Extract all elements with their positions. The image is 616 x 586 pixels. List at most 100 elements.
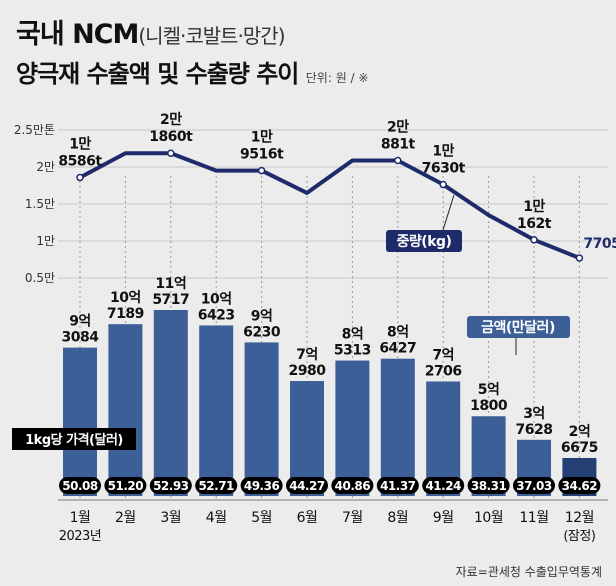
bar-value-label-top: 5억 [478, 382, 500, 398]
x-tick-label: 7월 [342, 510, 363, 526]
bar-value-label-bottom: 2980 [289, 363, 327, 379]
weight-legend-box [386, 230, 462, 252]
price-pill [422, 477, 465, 494]
price-label: 41.24 [425, 479, 461, 493]
weight-legend-leader [442, 194, 455, 231]
bar [290, 381, 324, 496]
price-pill [331, 477, 374, 494]
price-label: 37.03 [516, 479, 552, 493]
x-tick-label: 12월 [565, 510, 594, 526]
bar-value-label-bottom: 6230 [243, 324, 281, 340]
price-label: 38.31 [471, 479, 507, 493]
chart-subtitle: 양극재 수출액 및 수출량 추이 단위: 원 / ※ [16, 54, 368, 89]
y-tick-label: 1.5만 [25, 197, 55, 211]
price-pill [467, 477, 510, 494]
amount-legend-label: 금액(만달러) [481, 319, 555, 336]
bar-value-label-bottom: 5313 [334, 343, 371, 359]
price-label: 41.37 [380, 479, 416, 493]
chart-title-sub: (니켈·코발트·망간) [138, 24, 285, 48]
x-tick-label: 1월 [70, 510, 91, 526]
x-tick-label: 3월 [160, 510, 181, 526]
price-pill [195, 477, 238, 494]
bar-value-label-bottom: 7628 [516, 422, 553, 438]
x-tick-label: 6월 [297, 510, 318, 526]
bar [335, 360, 370, 496]
x-tick-label: 11월 [519, 510, 548, 526]
weight-legend-label: 중량(kg) [397, 234, 452, 250]
bar-value-label-top: 9억 [69, 314, 91, 330]
unit-note: 단위: 원 / ※ [305, 71, 369, 85]
price-pill [240, 477, 283, 494]
y-tick-label: 1만 [36, 234, 55, 248]
amount-legend-box [467, 316, 570, 338]
chart-title: 국내 NCM(니켈·코발트·망간) [16, 12, 286, 51]
bar-value-label-bottom: 7189 [107, 306, 144, 322]
x-tick-sublabel: (잠정) [563, 529, 595, 544]
weight-marker [530, 236, 538, 244]
bar-value-label-bottom: 6423 [198, 307, 235, 323]
bar-value-label-top: 8억 [387, 325, 409, 341]
price-label: 49.36 [244, 479, 280, 493]
price-pill [286, 477, 328, 494]
x-tick-sublabel: 2023년 [59, 529, 102, 544]
bar-value-label-bottom: 6427 [379, 341, 416, 357]
bar-value-label-top: 8억 [342, 327, 364, 343]
weight-value-label-top: 1만 [251, 130, 273, 146]
bar [108, 324, 143, 496]
weight-marker [167, 149, 175, 157]
bar-value-label-top: 3억 [523, 406, 545, 422]
price-pill [149, 477, 192, 494]
x-tick-label: 4월 [206, 510, 227, 526]
bar-value-label-bottom: 3084 [62, 330, 100, 346]
weight-marker [257, 166, 266, 175]
price-pill [59, 477, 101, 494]
bar-value-label-top: 9억 [251, 308, 273, 324]
weight-value-label-top: 2만 [160, 112, 182, 128]
chart-title-main: 국내 NCM [16, 19, 139, 50]
price-label: 52.93 [153, 479, 189, 493]
weight-value-label: 7705t [583, 236, 616, 252]
bar-value-label-top: 11억 [155, 276, 186, 292]
chart-subtitle-text: 양극재 수출액 및 수출량 추이 [16, 60, 299, 88]
bar-value-label-top: 10억 [201, 291, 232, 307]
bar-value-label-bottom: 5717 [152, 292, 189, 308]
price-pill [513, 477, 555, 494]
weight-value-label-bottom: 7630t [422, 161, 466, 177]
x-tick-label: 10월 [474, 510, 503, 526]
bar-value-label-top: 10억 [110, 290, 141, 306]
price-label: 44.27 [289, 479, 325, 493]
bar [380, 358, 415, 496]
x-tick-label: 8월 [387, 510, 408, 526]
price-label: 40.86 [335, 479, 371, 493]
weight-marker [439, 180, 447, 189]
x-tick-label: 9월 [433, 510, 454, 526]
y-tick-label: 0.5만 [25, 271, 55, 285]
weight-value-label-bottom: 8586t [58, 153, 102, 169]
weight-value-label-bottom: 881t [381, 136, 416, 152]
bar-value-label-top: 2억 [569, 424, 591, 440]
price-pill [558, 477, 601, 494]
price-label: 51.20 [108, 479, 144, 493]
bar-value-label-top: 7억 [432, 347, 454, 363]
bar [426, 381, 461, 496]
weight-value-label-bottom: 162t [517, 216, 552, 232]
weight-value-label-top: 1만 [69, 136, 91, 152]
x-tick-label: 2월 [115, 510, 136, 526]
weight-marker [394, 156, 402, 165]
bar [199, 325, 234, 496]
source-note: 자료=관세청 수출입무역통계 [455, 565, 602, 579]
bar [63, 347, 97, 496]
weight-value-label-bottom: 1860t [149, 129, 193, 145]
price-legend-box [12, 428, 136, 450]
y-tick-label: 2.5만톤 [14, 123, 55, 137]
price-label: 34.62 [562, 479, 598, 493]
weight-value-label-top: 1만 [523, 199, 545, 215]
bar-value-label-bottom: 1800 [470, 398, 508, 414]
weight-value-label-top: 2만 [387, 119, 409, 135]
price-label: 52.71 [198, 479, 234, 493]
weight-marker [575, 254, 584, 262]
y-tick-label: 2만 [36, 160, 55, 174]
bar [153, 310, 188, 496]
bar-value-label-bottom: 6675 [561, 440, 598, 456]
